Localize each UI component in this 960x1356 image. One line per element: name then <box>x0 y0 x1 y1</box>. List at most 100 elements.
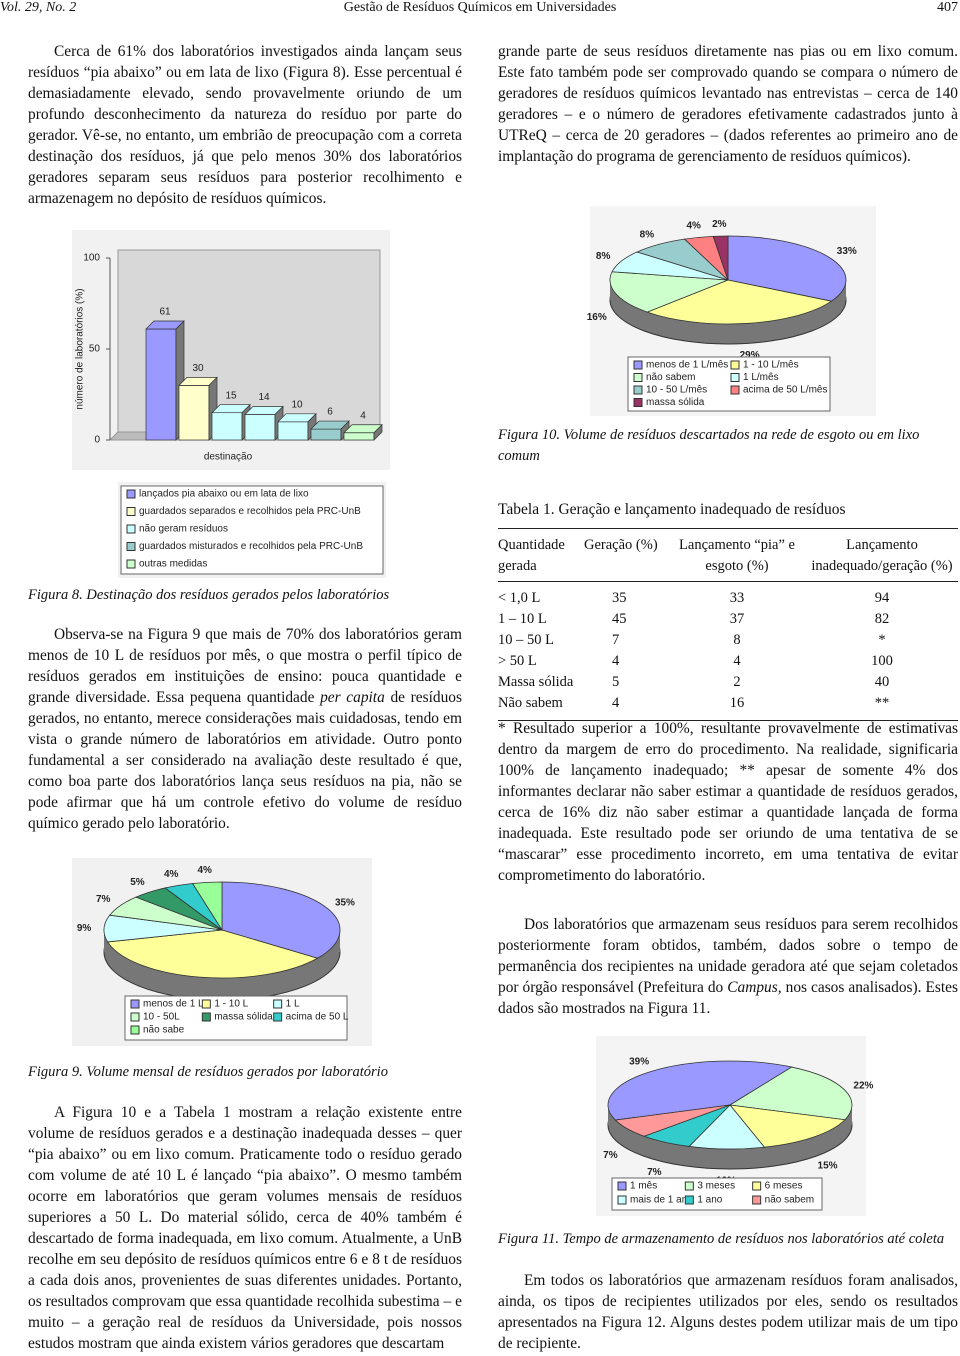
table-note: * Resultado superior a 100%, resultante … <box>498 720 958 884</box>
legend-label: não sabem <box>646 372 695 383</box>
figure-caption: Figura 11. Tempo de armazenamento de res… <box>498 1229 958 1250</box>
table-head: Quantidade gerada Geração (%) Lançamento… <box>498 528 958 582</box>
legend-swatch <box>126 542 136 551</box>
bar <box>178 376 218 441</box>
legend-label: menos de 1 L/mês <box>646 360 728 371</box>
table-cell: > 50 L <box>498 653 537 669</box>
figure-caption: Figura 10. Volume de resíduos descartado… <box>498 425 958 467</box>
legend-label: acima de 50 L <box>286 1012 349 1023</box>
legend-label: 1 - 10 L/mês <box>743 360 799 371</box>
table-cell: 40 <box>874 674 890 690</box>
table-cell: Não sabem <box>498 693 584 721</box>
data-label: 14 <box>258 392 270 403</box>
pie-slice <box>221 881 341 959</box>
legend-label: 3 meses <box>697 1181 735 1192</box>
legend-swatch <box>273 999 283 1009</box>
paragraph: Observa-se na Figura 9 que mais de 70% d… <box>28 624 462 834</box>
table-cell: 37 <box>729 611 745 627</box>
table-cell: 100 <box>871 653 893 669</box>
legend-label: guardados misturados e recolhidos pela P… <box>139 541 363 552</box>
paragraph: grande parte de seus resíduos diretament… <box>498 43 958 165</box>
legend-swatch <box>617 1195 627 1205</box>
table-cell: 2 <box>733 674 741 690</box>
legend-label: outras medidas <box>139 559 207 570</box>
table-cell: 45 <box>612 611 627 627</box>
legend-swatch <box>684 1195 694 1205</box>
paragraph: Cerca de 61% dos laboratórios investigad… <box>28 43 462 207</box>
y-tick-label: 0 <box>94 435 100 446</box>
legend-box <box>124 995 348 1041</box>
legend-swatch <box>752 1181 762 1191</box>
text: de resíduos gerados, no entanto, merece … <box>28 689 462 832</box>
pie-slice <box>107 929 319 979</box>
table-body: < 1,0 L 35 33 94 1 – 10 L 45 37 82 10 – 50 L 7 8 * >… <box>498 582 958 721</box>
figure-caption: Figura 8. Destinação dos resíduos gerado… <box>28 585 462 606</box>
legend-swatch <box>273 1012 283 1022</box>
caption-text: Tempo de armazenamento de resíduos nos l… <box>562 1231 945 1247</box>
data-label: 7% <box>603 1150 618 1161</box>
table-cell: 8 <box>733 632 741 648</box>
pie-slice <box>646 279 833 325</box>
bar-side <box>373 423 383 441</box>
table-cell: Massa sólida <box>498 674 574 690</box>
data-label: 4% <box>164 869 179 880</box>
data-label: 35% <box>335 897 355 908</box>
legend-label: menos de 1 L <box>143 999 204 1010</box>
table: Quantidade gerada Geração (%) Lançamento… <box>498 528 958 721</box>
caption-text: Volume mensal de resíduos gerados por la… <box>86 1064 388 1080</box>
legend-label: 10 - 50L <box>143 1012 180 1023</box>
legend-label: 1 ano <box>697 1195 722 1206</box>
header-row: Quantidade gerada Geração (%) Lançamento… <box>498 528 958 582</box>
table-cell: 1 – 10 L <box>498 611 547 627</box>
table-cell: 7 <box>612 632 620 648</box>
legend-swatch <box>201 1012 211 1022</box>
figure-caption: Figura 9. Volume mensal de resíduos gera… <box>28 1062 462 1083</box>
volume: Vol. 29, No. 2 <box>0 0 77 15</box>
legend-label: massa sólida <box>214 1012 273 1023</box>
data-label: 16% <box>587 312 607 323</box>
table-row: 1 – 10 L 45 37 82 <box>498 609 958 630</box>
italic-text: Campus, <box>727 979 782 996</box>
bar <box>277 412 317 441</box>
data-label: 15 <box>225 390 237 401</box>
caption-label: Figura 10. <box>498 427 561 443</box>
data-label: 6 <box>327 407 333 418</box>
x-axis-label: destinação <box>204 452 253 463</box>
data-label: 61 <box>159 307 171 318</box>
pie-slice <box>609 271 729 313</box>
legend-swatch <box>130 1012 140 1022</box>
legend-label: acima de 50 L/mês <box>743 385 828 396</box>
table-cell: 4 <box>584 693 678 721</box>
header-cell: Geração (%) <box>584 528 678 582</box>
legend-swatch <box>130 999 140 1009</box>
legend-label: 6 meses <box>765 1181 803 1192</box>
legend-swatch <box>684 1181 694 1191</box>
legend-swatch <box>201 999 211 1009</box>
data-label: 15% <box>818 1160 838 1171</box>
bar <box>211 403 251 441</box>
legend-swatch <box>126 559 136 569</box>
legend-swatch <box>633 385 643 395</box>
data-label: 22% <box>853 1080 873 1091</box>
pie-slice <box>614 1104 731 1137</box>
header-cell: Lançamento inadequado/geração (%) <box>796 528 958 582</box>
legend-label: 1 L <box>286 999 300 1010</box>
data-label: 30 <box>192 363 204 374</box>
legend-swatch <box>633 373 643 382</box>
table-cell: 35 <box>612 590 627 606</box>
table-cell: 4 <box>612 653 620 669</box>
data-label: 7% <box>96 894 111 905</box>
bar <box>343 423 383 441</box>
data-label: 8% <box>640 229 655 240</box>
legend-swatch <box>730 373 740 382</box>
legend-label: não sabe <box>143 1025 185 1036</box>
bar-front <box>244 414 276 441</box>
legend-label: 10 - 50 L/mês <box>646 385 707 396</box>
bar <box>244 405 284 441</box>
bar-front <box>211 412 243 441</box>
legend-swatch <box>126 489 136 499</box>
table-cell: 5 <box>612 674 620 690</box>
table-cell: * <box>878 632 886 648</box>
